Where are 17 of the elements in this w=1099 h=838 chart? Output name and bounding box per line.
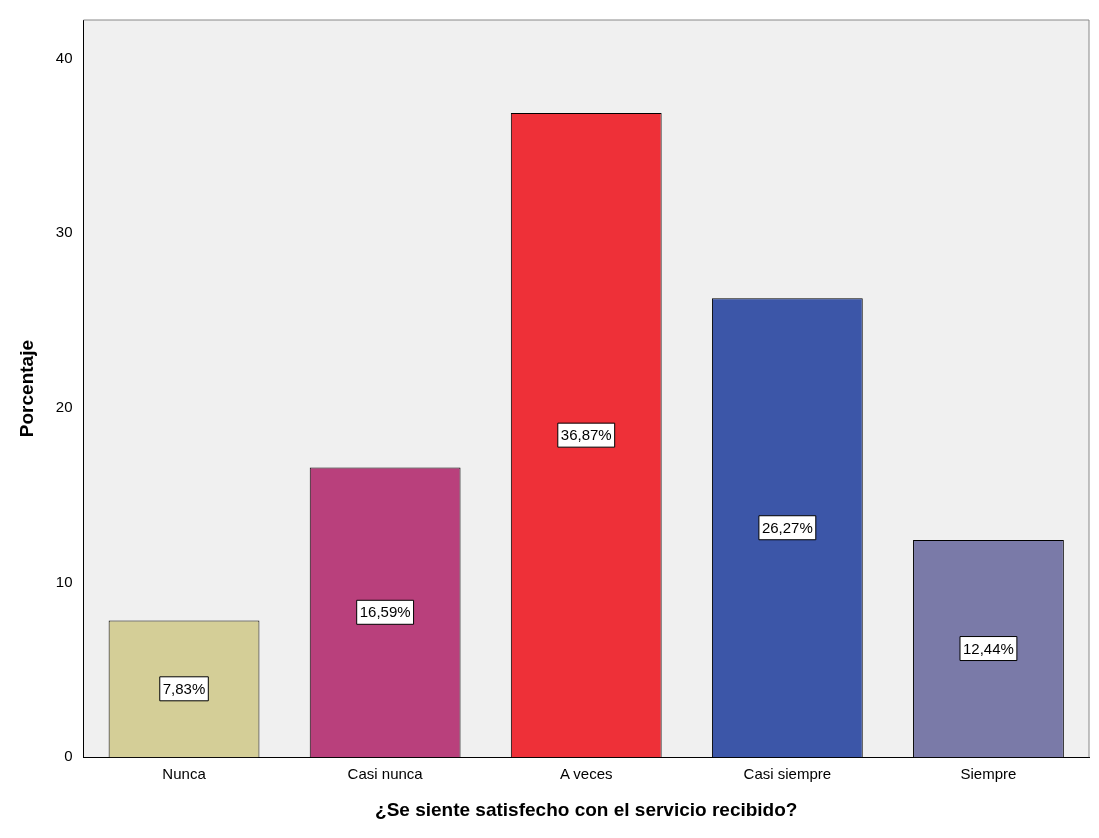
data-label: 26,27%: [761, 518, 813, 536]
data-label: 12,44%: [963, 639, 1014, 657]
y-tick-label: 30: [55, 223, 73, 241]
x-tick-label: Casi nunca: [347, 765, 424, 783]
data-label: 7,83%: [162, 679, 206, 697]
data-label: 36,87%: [560, 426, 612, 444]
x-axis-title: ¿Se siente satisfecho con el servicio recibido?: [375, 798, 798, 820]
y-tick-label: 20: [55, 397, 73, 415]
y-tick-label: 0: [64, 747, 73, 765]
y-tick-label: 10: [55, 572, 73, 590]
x-tick-label: Siempre: [960, 765, 1017, 783]
data-label: 16,59%: [359, 603, 411, 621]
x-tick-label: Casi siempre: [743, 765, 832, 783]
x-tick-label: Nunca: [162, 765, 207, 783]
y-axis-title: Porcentaje: [15, 340, 37, 438]
x-tick-label: A veces: [559, 765, 613, 783]
y-tick-label: 40: [55, 48, 73, 66]
